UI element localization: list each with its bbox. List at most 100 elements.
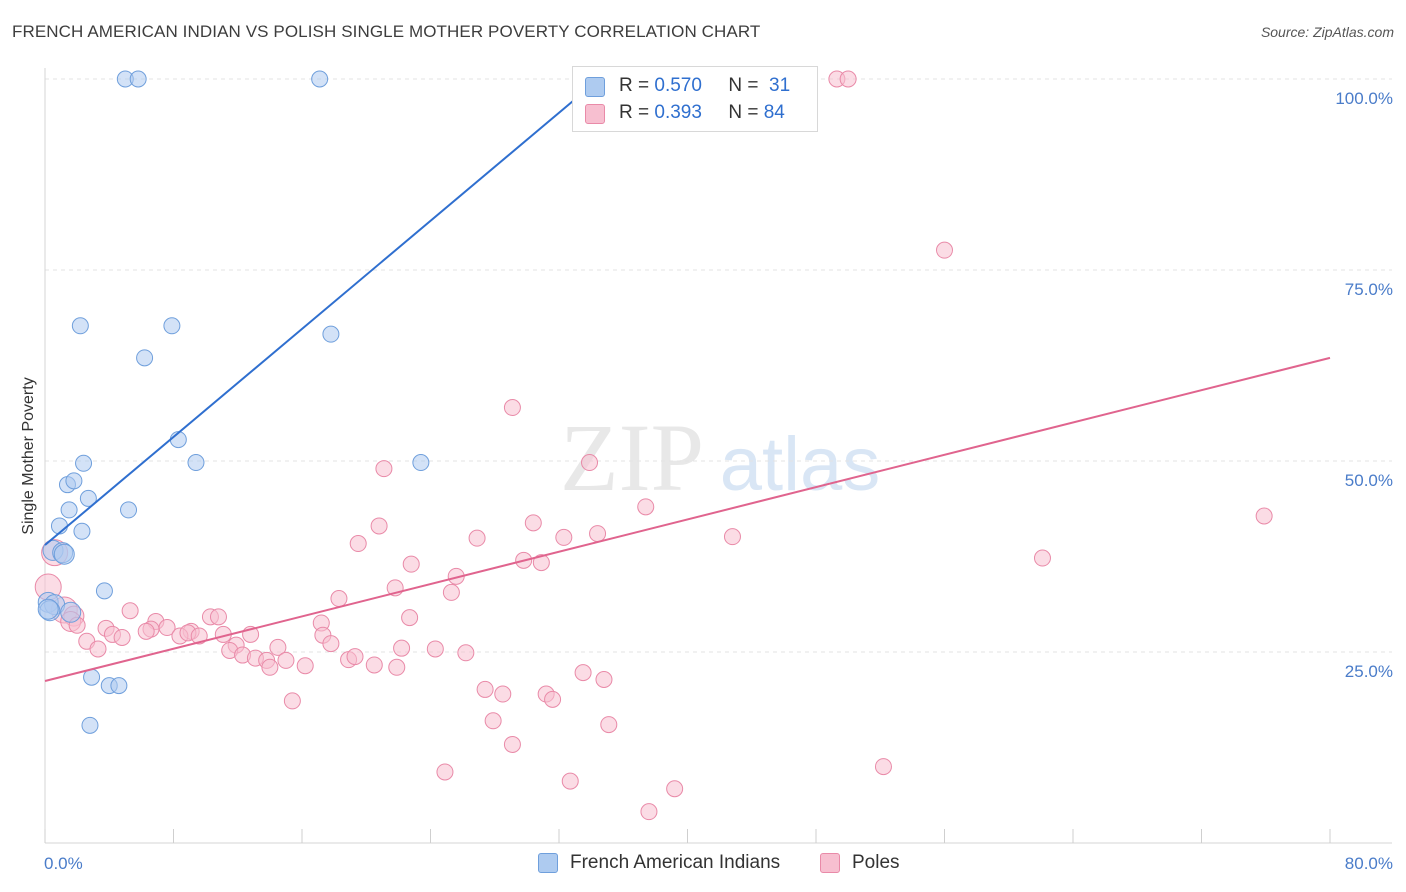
- french-point-8: [75, 454, 93, 472]
- poles-point-9: [1255, 507, 1273, 525]
- poles-point-43: [137, 622, 155, 640]
- poles-point-28: [121, 602, 139, 620]
- poles-point-36: [158, 619, 176, 637]
- french-point-4: [163, 317, 181, 335]
- poles-point-46: [190, 627, 208, 645]
- french-point-17: [73, 522, 91, 540]
- poles-point-75: [595, 671, 613, 689]
- poles-point-16: [723, 528, 741, 546]
- french-point-30: [81, 716, 99, 734]
- french-point-15: [120, 501, 138, 519]
- french-point-21: [95, 582, 113, 600]
- poles-point-22: [1033, 549, 1051, 567]
- french-points: [37, 70, 430, 734]
- poles-point-68: [388, 658, 406, 676]
- poles-point-83: [640, 803, 658, 821]
- french-point-2: [311, 70, 329, 88]
- axis-labels: 25.0% 50.0% 75.0% 100.0% 0.0% 80.0% Single Mot…: [20, 89, 1393, 873]
- y-tick-label-3: 100.0%: [1335, 89, 1393, 108]
- source-credit: Source: ZipAtlas.com: [1260, 24, 1394, 40]
- bottom-legend-label-poles: Poles: [852, 852, 900, 873]
- poles-point-6: [375, 460, 393, 478]
- poles-point-62: [261, 658, 279, 676]
- poles-point-4: [936, 241, 953, 259]
- poles-point-25: [442, 583, 460, 601]
- french-point-25: [60, 601, 82, 623]
- french-point-14: [60, 501, 78, 519]
- poles-point-33: [209, 608, 227, 626]
- legend-n-label: N =: [728, 102, 759, 123]
- poles-point-79: [436, 763, 454, 781]
- y-axis-label: Single Mother Poverty: [20, 377, 37, 534]
- french-point-9: [187, 454, 205, 472]
- poles-points: [34, 70, 1273, 821]
- poles-trend-line: [44, 356, 1331, 683]
- french-point-20: [53, 543, 75, 565]
- legend-n-label: N =: [728, 75, 759, 96]
- poles-point-7: [581, 454, 599, 472]
- poles-point-67: [365, 656, 383, 674]
- french-point-10: [412, 454, 430, 472]
- trend-lines: [44, 78, 1331, 683]
- watermark-atlas: atlas: [720, 422, 881, 507]
- legend-r-label: R =: [619, 102, 650, 123]
- x-tick-label-min: 0.0%: [44, 854, 83, 873]
- poles-point-8: [637, 498, 655, 516]
- poles-point-14: [555, 528, 573, 546]
- poles-point-10: [370, 517, 388, 535]
- poles-point-70: [476, 680, 494, 698]
- poles-point-51: [89, 640, 107, 658]
- poles-point-20: [532, 554, 550, 572]
- poles-point-81: [874, 758, 892, 776]
- poles-point-5: [503, 399, 521, 417]
- french-point-3: [71, 317, 89, 335]
- gridlines: [45, 78, 1392, 653]
- poles-point-15: [589, 525, 607, 543]
- poles-point-11: [524, 514, 542, 532]
- legend-r-value-poles: 0.393: [654, 102, 702, 123]
- poles-point-26: [330, 590, 348, 608]
- poles-point-3: [839, 70, 857, 88]
- poles-point-55: [269, 638, 287, 656]
- y-tick-label-0: 25.0%: [1345, 662, 1393, 681]
- french-point-16: [50, 517, 68, 535]
- y-tick-label-2: 75.0%: [1345, 280, 1393, 299]
- axes: [44, 68, 1392, 844]
- french-point-29: [110, 677, 128, 695]
- french-trend-line: [44, 78, 600, 546]
- legend-text-french: R = 0.570 N = 31: [619, 75, 790, 97]
- poles-point-80: [561, 772, 579, 790]
- chart-title: FRENCH AMERICAN INDIAN VS POLISH SINGLE …: [12, 22, 761, 41]
- poles-point-57: [393, 639, 411, 657]
- legend-swatch-poles: [585, 104, 605, 124]
- bottom-legend-label-french: French American Indians: [570, 852, 781, 873]
- y-tick-label-1: 50.0%: [1345, 471, 1393, 490]
- french-point-13: [79, 489, 97, 507]
- legend-text-poles: R = 0.393 N = 84: [619, 102, 785, 124]
- french-point-6: [136, 349, 154, 367]
- poles-point-77: [600, 716, 618, 734]
- french-point-1: [129, 70, 147, 88]
- legend-r-label: R =: [619, 75, 650, 96]
- legend-n-value-poles: 84: [763, 102, 785, 123]
- poles-point-42: [113, 628, 131, 646]
- poles-point-63: [277, 651, 295, 669]
- poles-point-59: [457, 644, 475, 662]
- legend-r-value-french: 0.570: [654, 75, 702, 96]
- poles-point-76: [484, 712, 502, 730]
- french-point-26: [37, 598, 59, 620]
- french-point-12: [65, 472, 83, 490]
- poles-point-78: [503, 735, 521, 753]
- poles-point-74: [574, 664, 592, 682]
- watermark-zip: ZIP: [560, 404, 704, 511]
- correlation-legend: R = 0.570 N = 31 R = 0.393 N = 84: [572, 66, 818, 132]
- poles-point-13: [468, 529, 486, 547]
- x-tick-label-max: 80.0%: [1345, 854, 1393, 873]
- poles-point-21: [402, 555, 420, 573]
- legend-swatch-french: [585, 77, 605, 97]
- poles-point-69: [283, 692, 301, 710]
- bottom-legend-swatch-poles: [820, 853, 840, 873]
- bottom-legend-swatch-french: [538, 853, 558, 873]
- poles-point-56: [322, 635, 340, 653]
